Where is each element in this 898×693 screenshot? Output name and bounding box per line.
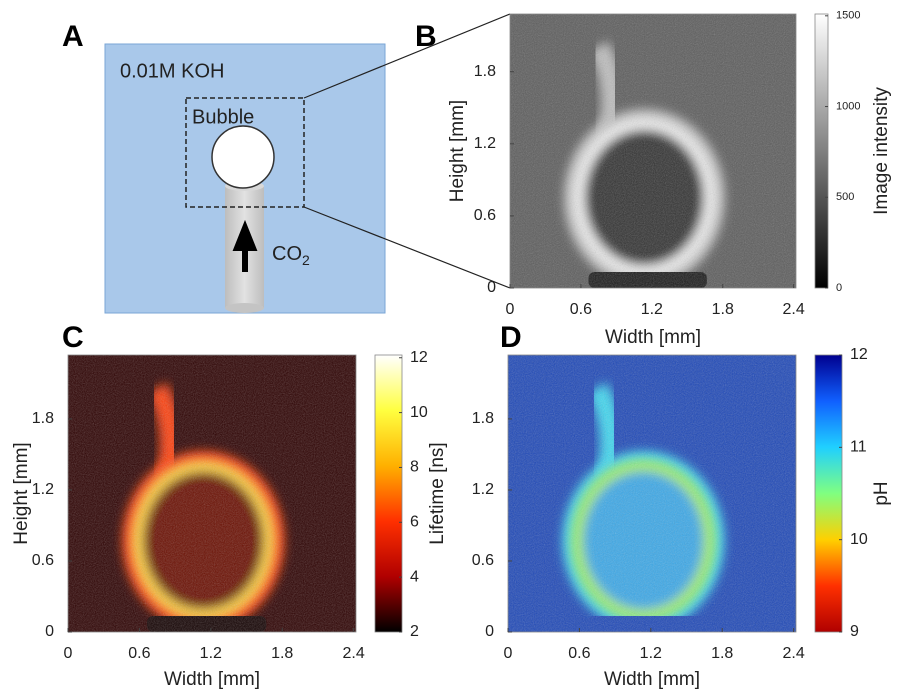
colorbar-label: pH bbox=[871, 481, 892, 505]
y-tick-label: 0.6 bbox=[472, 552, 494, 569]
panel-label: D bbox=[500, 321, 522, 354]
x-tick-label: 2.4 bbox=[342, 645, 364, 662]
panel: B 0 0.6 1.2 1.8 2.4 0 0.6 1.2 1.8 Width [mm] Height… bbox=[415, 10, 892, 348]
y-axis-label: Height [mm] bbox=[447, 100, 468, 202]
bubble bbox=[211, 125, 275, 189]
panel: D 0 0.6 1.2 1.8 2.4 0 0.6 1.2 1.8 Width [mm] 9 10 11 1… bbox=[472, 321, 892, 690]
colorbar-tick-label: 12 bbox=[850, 346, 868, 363]
colorbar-tick-label: 12 bbox=[410, 349, 428, 366]
tube-end bbox=[225, 303, 264, 313]
colorbar-tick-label: 10 bbox=[410, 404, 428, 421]
gas-subscript: 2 bbox=[302, 252, 310, 268]
y-tick-label: 0 bbox=[45, 623, 54, 640]
y-tick-label: 0.6 bbox=[474, 207, 496, 224]
y-tick-label: 0 bbox=[487, 279, 496, 296]
x-tick-label: 1.2 bbox=[641, 301, 663, 318]
colorbar-tick-label: 0 bbox=[836, 282, 842, 294]
x-axis-label: Width [mm] bbox=[164, 669, 260, 690]
x-tick-label: 0.6 bbox=[570, 301, 592, 318]
image-frame bbox=[509, 13, 797, 289]
colorbar-tick-label: 1500 bbox=[836, 10, 860, 22]
x-tick-label: 1.8 bbox=[711, 645, 733, 662]
colorbar-tick-label: 1000 bbox=[836, 100, 860, 112]
zoom-box bbox=[185, 97, 305, 208]
colorbar bbox=[814, 354, 843, 633]
y-axis-label: Height [mm] bbox=[11, 442, 32, 544]
colorbar-tick-label: 6 bbox=[410, 514, 419, 531]
noise bbox=[510, 14, 796, 288]
colorbar-tick-label: 10 bbox=[850, 531, 868, 548]
colorbar-label: Lifetime [ns] bbox=[427, 442, 448, 544]
zoom-line bbox=[303, 13, 511, 99]
x-tick-label: 2.4 bbox=[782, 645, 804, 662]
colorbar-tick-label: 9 bbox=[850, 623, 859, 640]
colorbar-tick-label: 2 bbox=[410, 623, 419, 640]
panel-label: C bbox=[62, 321, 84, 354]
x-tick-label: 1.2 bbox=[200, 645, 222, 662]
panel-label: A bbox=[62, 20, 84, 53]
y-tick-label: 0.6 bbox=[32, 552, 54, 569]
colorbar bbox=[814, 13, 829, 289]
x-tick-label: 0.6 bbox=[128, 645, 150, 662]
x-tick-label: 1.8 bbox=[712, 301, 734, 318]
colorbar-label: Image intensity bbox=[871, 87, 892, 215]
medium-label: 0.01M KOH bbox=[120, 60, 224, 82]
noise bbox=[68, 355, 356, 632]
x-axis-label: Width [mm] bbox=[605, 327, 701, 348]
y-tick-label: 1.2 bbox=[474, 135, 496, 152]
colorbar-tick-label: 8 bbox=[410, 459, 419, 476]
image-frame bbox=[507, 354, 797, 633]
noise bbox=[508, 355, 796, 632]
image bbox=[68, 355, 356, 632]
y-tick-label: 1.8 bbox=[472, 410, 494, 427]
colorbar bbox=[374, 354, 403, 633]
bubble-label: Bubble bbox=[192, 106, 254, 128]
y-tick-label: 1.2 bbox=[32, 481, 54, 498]
colorbar-tick-label: 11 bbox=[850, 439, 867, 456]
x-tick-label: 0.6 bbox=[568, 645, 590, 662]
zoom-line bbox=[303, 206, 511, 289]
gas-name: CO bbox=[272, 243, 302, 265]
gas-label: CO2 bbox=[272, 243, 310, 267]
image bbox=[508, 355, 796, 632]
colorbar-tick-label: 4 bbox=[410, 568, 419, 585]
flow-arrow bbox=[232, 219, 258, 272]
y-tick-label: 1.8 bbox=[474, 63, 496, 80]
x-tick-label: 0 bbox=[506, 301, 515, 318]
y-tick-label: 1.8 bbox=[32, 410, 54, 427]
image-frame bbox=[67, 354, 357, 633]
y-tick-label: 0 bbox=[485, 623, 494, 640]
panel-label: B bbox=[415, 20, 437, 53]
x-tick-label: 0 bbox=[64, 645, 73, 662]
x-tick-label: 1.8 bbox=[271, 645, 293, 662]
x-tick-label: 0 bbox=[504, 645, 513, 662]
x-tick-label: 2.4 bbox=[783, 301, 805, 318]
panel-a: A 0.01M KOH Bubble CO2 bbox=[62, 13, 511, 314]
image bbox=[510, 14, 796, 288]
y-tick-label: 1.2 bbox=[472, 481, 494, 498]
x-tick-label: 1.2 bbox=[640, 645, 662, 662]
panel: C 0 0.6 1.2 1.8 2.4 0 0.6 1.2 1.8 Width [mm] Height… bbox=[11, 321, 448, 690]
colorbar-tick-label: 500 bbox=[836, 191, 854, 203]
x-axis-label: Width [mm] bbox=[604, 669, 700, 690]
